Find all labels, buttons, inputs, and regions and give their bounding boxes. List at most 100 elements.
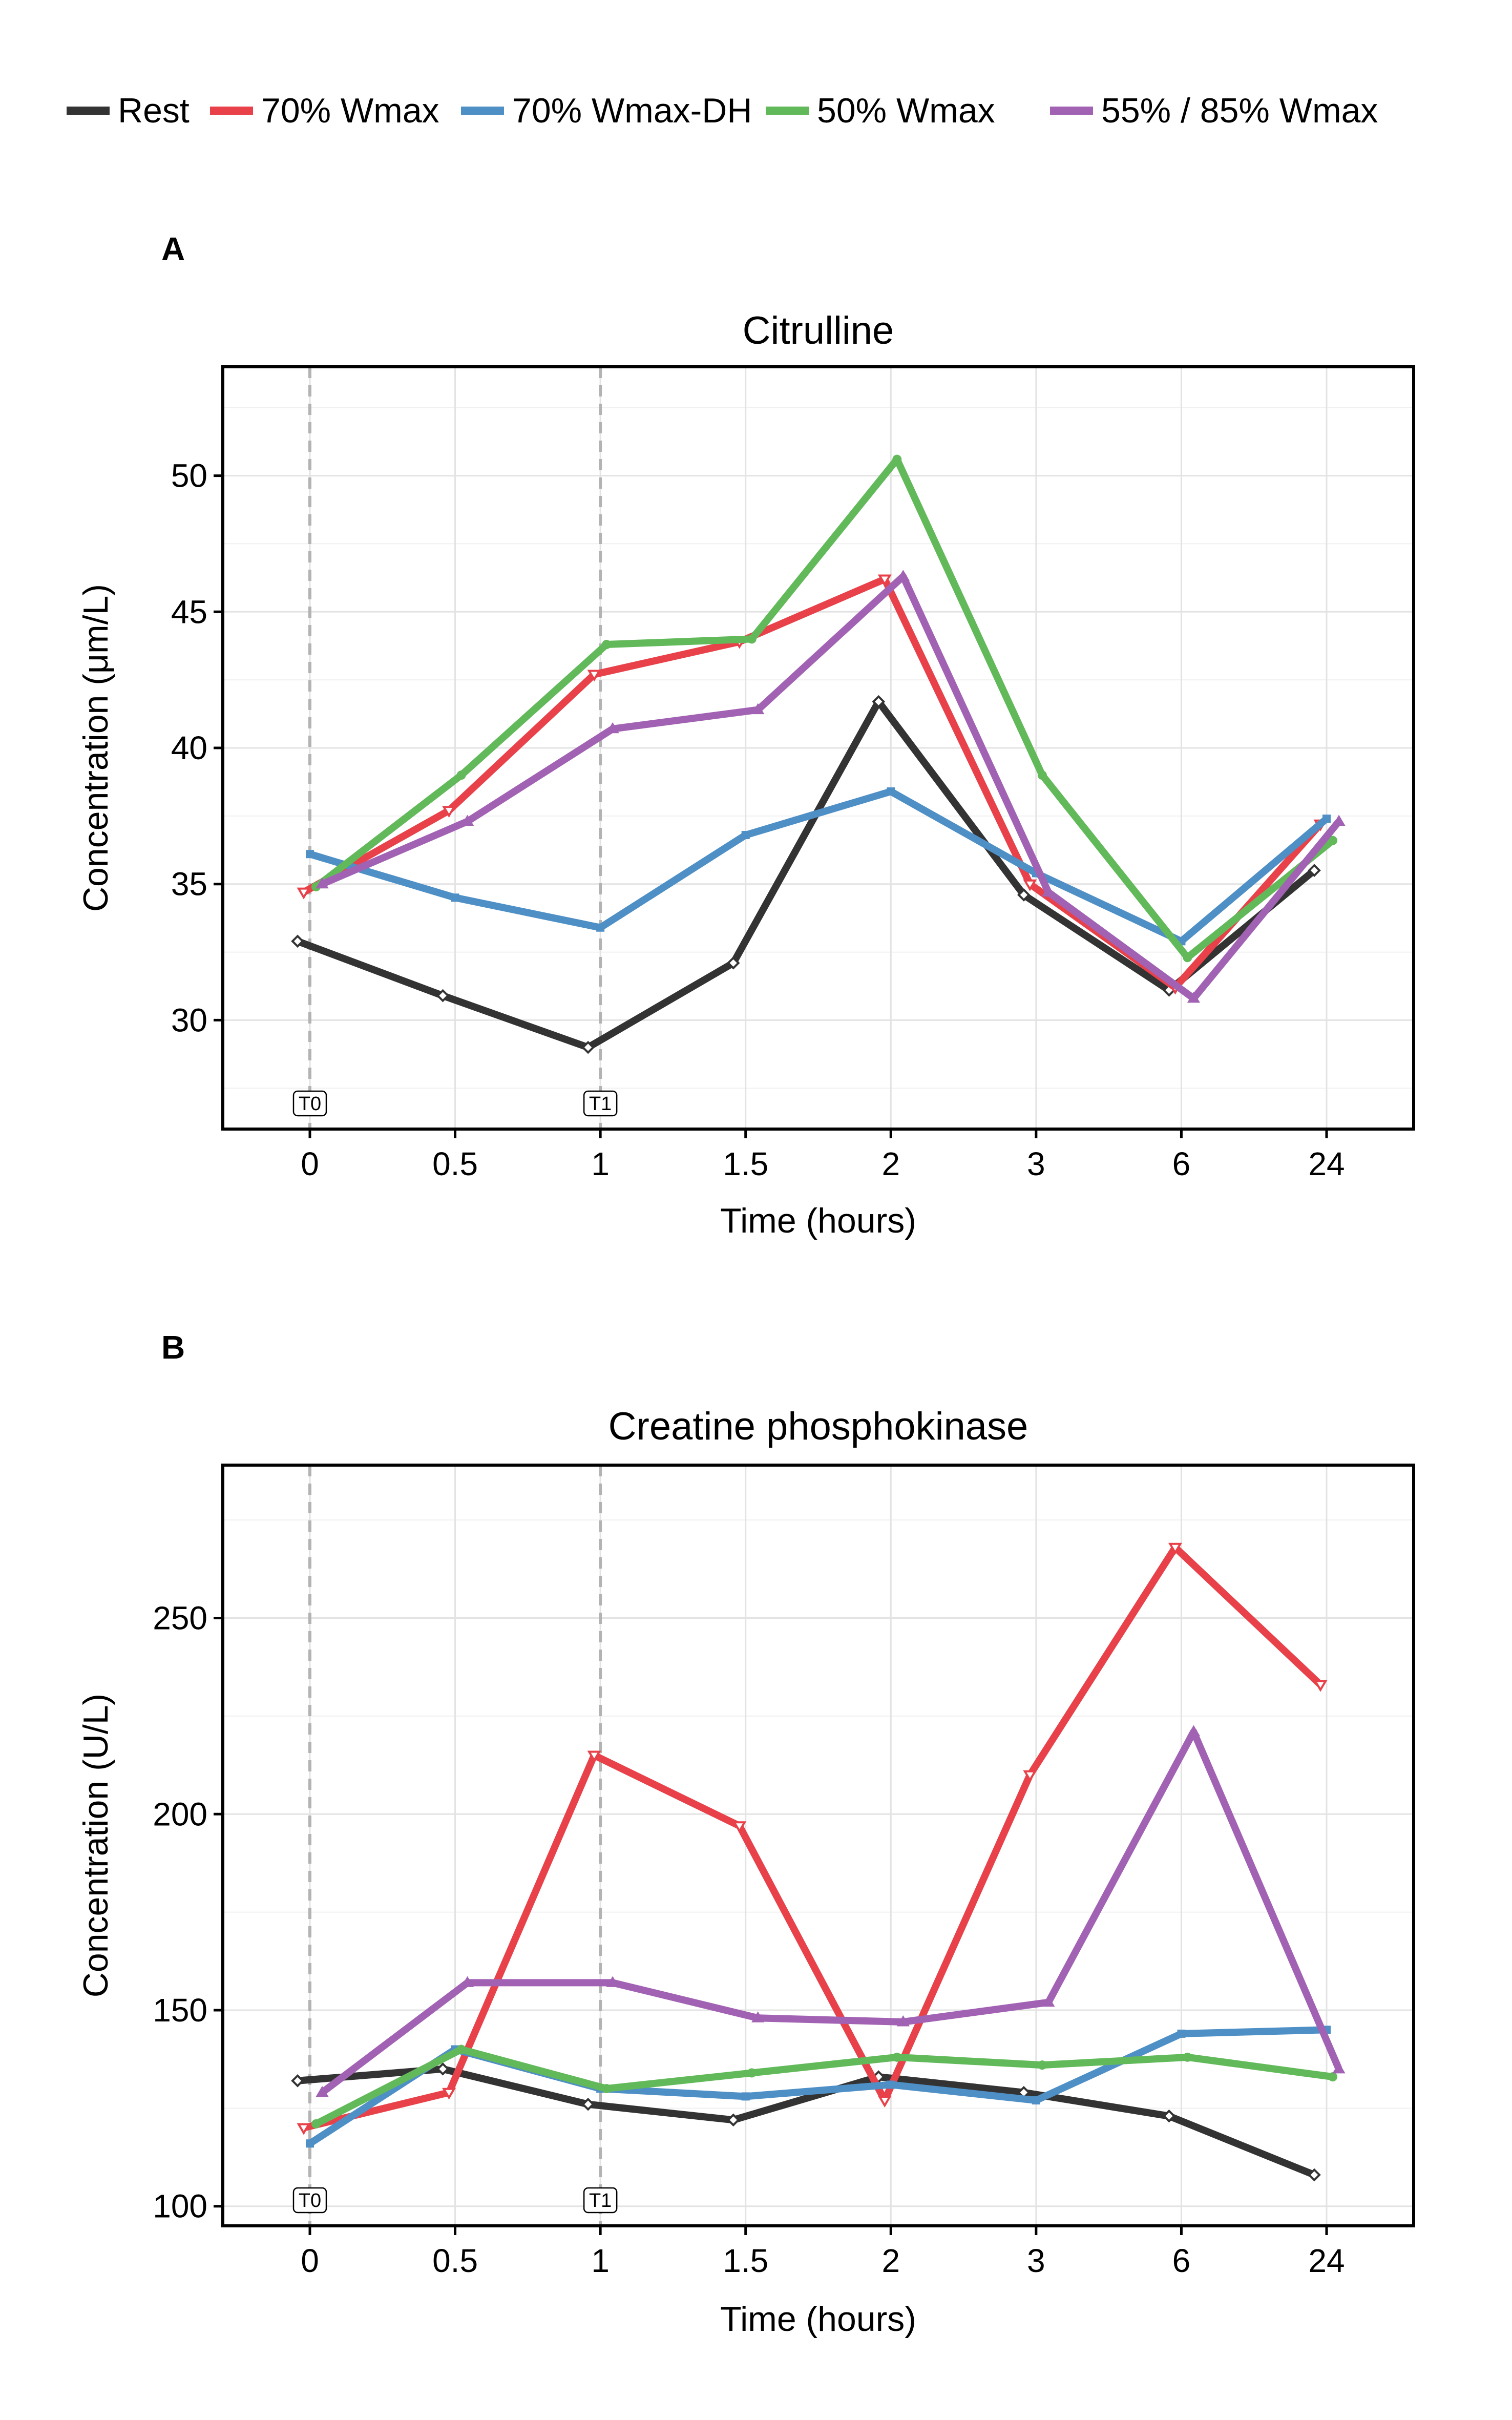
data-point-70-wmax-dh-0: [306, 850, 314, 859]
data-point-70-wmax-dh-1-5: [741, 831, 750, 840]
data-point-55-85-wmax-0-5: [460, 1976, 474, 1987]
series-rest: [291, 695, 1321, 1054]
data-point-70-wmax-2: [877, 574, 892, 587]
data-point-70-wmax-0-5: [442, 2088, 456, 2100]
x-tick-label: 1.5: [723, 2242, 768, 2279]
data-point-50-wmax-24: [1328, 836, 1337, 845]
y-tick-label: 50: [171, 457, 207, 494]
y-tick-label: 40: [171, 729, 207, 766]
data-point-rest-24: [1308, 864, 1321, 877]
data-point-50-wmax-0-5: [456, 2045, 466, 2054]
chart-title: Creatine phosphokinase: [608, 1405, 1028, 1448]
data-point-rest-6: [1162, 2109, 1176, 2123]
y-axis-label: Concentration (U/L): [76, 1694, 115, 1997]
data-point-rest-1-5: [726, 2113, 740, 2127]
data-point-55-85-wmax-3: [1042, 1995, 1055, 2007]
data-point-rest-3: [1017, 888, 1031, 902]
x-tick-label: 6: [1172, 1145, 1191, 1182]
legend-label-70-wmax-dh: 70% Wmax-DH: [512, 91, 752, 130]
x-tick-label: 0: [301, 1145, 319, 1182]
data-point-rest-0: [291, 934, 304, 948]
plot-area: [223, 1465, 1414, 2226]
data-point-70-wmax-dh-0-5: [451, 893, 459, 902]
x-tick-label: 3: [1027, 2242, 1045, 2279]
chart-title: Citrulline: [743, 309, 894, 352]
y-tick-label: 250: [153, 1600, 207, 1637]
series-line-70-wmax: [303, 1543, 1323, 2132]
x-tick-label: 0: [301, 2242, 319, 2279]
data-point-rest-0-5: [436, 2062, 450, 2076]
reference-label-box-t1: [583, 1090, 618, 1117]
data-point-rest-1: [581, 2097, 595, 2111]
data-point-55-85-wmax-6: [1187, 1725, 1201, 1737]
reference-label-t1: T1: [589, 1093, 612, 1115]
x-tick-label: 1: [591, 2242, 610, 2279]
data-point-55-85-wmax-1: [606, 1976, 619, 1987]
y-tick-label: 30: [171, 1002, 207, 1038]
x-tick-label: 2: [881, 1145, 900, 1182]
data-point-55-85-wmax-0: [316, 2085, 329, 2097]
series-line-55-85-wmax: [321, 573, 1342, 1002]
reference-label-box-t1: [583, 2187, 618, 2214]
data-point-70-wmax-3: [1023, 1770, 1037, 1782]
x-tick-label: 1.5: [723, 1145, 768, 1182]
legend-label-50-wmax: 50% Wmax: [817, 91, 995, 130]
x-tick-label: 24: [1308, 1145, 1345, 1182]
x-axis-label: Time (hours): [720, 2300, 916, 2339]
data-point-70-wmax-dh-6: [1177, 2029, 1186, 2038]
y-tick-label: 100: [153, 2188, 207, 2225]
data-point-50-wmax-1-5: [747, 634, 757, 644]
data-point-50-wmax-1-5: [747, 2068, 757, 2078]
data-point-70-wmax-dh-2: [887, 2080, 895, 2089]
x-tick-label: 0.5: [432, 1145, 478, 1182]
data-point-70-wmax-1: [587, 1750, 601, 1763]
data-point-rest-24: [1308, 2168, 1321, 2182]
data-point-70-wmax-dh-3: [1032, 2096, 1040, 2105]
series-70-wmax-dh: [306, 787, 1331, 946]
data-point-55-85-wmax-0: [316, 877, 329, 889]
data-point-rest-1-5: [726, 956, 740, 970]
data-point-55-85-wmax-3: [1042, 885, 1055, 897]
series-line-70-wmax-dh: [308, 788, 1329, 945]
x-tick-label: 0.5: [432, 2242, 478, 2279]
data-point-70-wmax-dh-0: [306, 2139, 314, 2148]
panel-a: A Citrulline T0 T1 30 35 40 45 50 0 0.5 1 1.5 2 3 6 24 Ti…: [76, 231, 1415, 1240]
series-55-85-wmax: [316, 1725, 1346, 2097]
data-point-70-wmax-dh-24: [1322, 815, 1331, 823]
plot-frame: [221, 1464, 1415, 2227]
legend: Rest 70% Wmax 70% Wmax-DH 50% Wmax 55% / 85%…: [67, 91, 1378, 130]
y-axis-label: Concentration (μm/L): [76, 584, 115, 912]
data-point-50-wmax-1: [602, 640, 612, 650]
y-tick-label: 200: [153, 1796, 207, 1832]
data-point-70-wmax-0: [297, 887, 311, 900]
x-tick-label: 1: [591, 1145, 610, 1182]
series-line-55-85-wmax: [320, 1728, 1342, 2096]
data-point-55-85-wmax-24: [1332, 815, 1346, 826]
data-point-55-85-wmax-1: [606, 722, 619, 734]
series-50-wmax: [311, 454, 1337, 963]
data-point-55-85-wmax-2: [896, 570, 910, 581]
data-point-55-85-wmax-0-5: [460, 815, 474, 826]
data-point-70-wmax-6: [1168, 1542, 1182, 1555]
reference-label-box-t0: [292, 1090, 327, 1117]
data-point-rest-1: [581, 1040, 595, 1054]
x-tick-label: 24: [1308, 2242, 1345, 2279]
panel-letter: A: [161, 231, 185, 267]
data-point-50-wmax-2: [892, 454, 902, 464]
series-line-rest: [297, 2065, 1316, 2178]
data-point-70-wmax-2: [877, 2096, 892, 2108]
panel-b: B Creatine phosphokinase T0 T1 100 150 200 250 0…: [76, 1329, 1415, 2339]
data-point-50-wmax-24: [1328, 2072, 1337, 2082]
data-point-55-85-wmax-1-5: [751, 2011, 765, 2022]
data-point-rest-0: [291, 2074, 304, 2088]
y-tick-label: 45: [171, 593, 207, 630]
data-point-rest-0-5: [436, 989, 450, 1003]
data-point-70-wmax-dh-2: [887, 787, 895, 796]
legend-label-rest: Rest: [118, 91, 190, 130]
data-point-70-wmax-1: [587, 670, 601, 682]
series-line-rest: [296, 698, 1317, 1051]
reference-label-t0: T0: [299, 2190, 321, 2212]
data-point-50-wmax-3: [1037, 770, 1047, 780]
data-point-50-wmax-0-5: [456, 770, 466, 780]
